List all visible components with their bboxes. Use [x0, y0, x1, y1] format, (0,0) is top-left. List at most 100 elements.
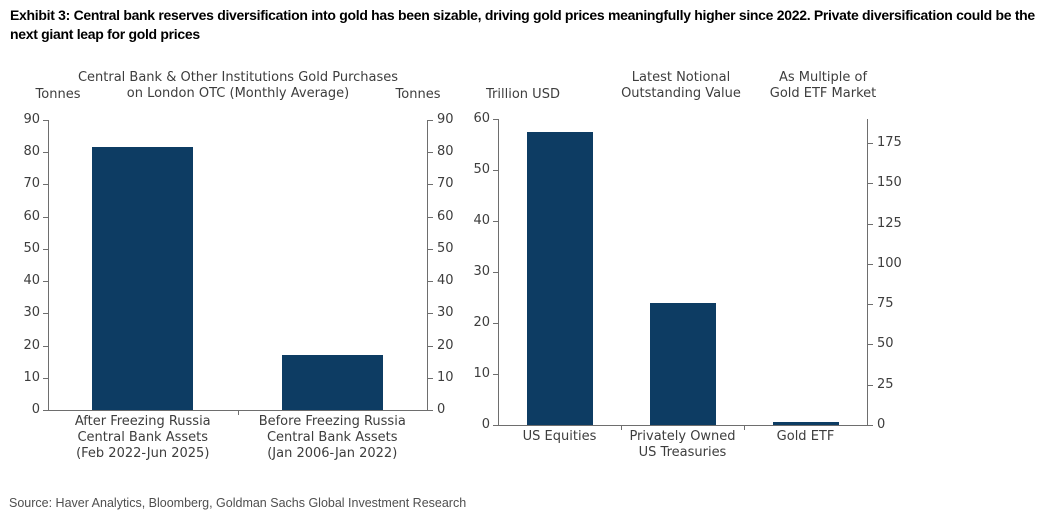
category-label: Before Freezing Russia Central Bank Asse…	[258, 414, 406, 461]
y-tick-label-left: 30	[23, 305, 40, 321]
y-tick-mark-right	[428, 345, 433, 347]
y-tick-mark-right	[868, 344, 873, 346]
y-tick-mark-right	[428, 120, 433, 121]
y-tick-label-left: 90	[23, 112, 40, 127]
y-tick-label-left: 0	[481, 417, 490, 432]
category-label: After Freezing Russia Central Bank Asset…	[74, 414, 211, 461]
y-tick-label-left: 70	[23, 176, 40, 192]
y-tick-label-right: 50	[437, 240, 454, 256]
y-tick-label-right: 90	[437, 112, 454, 127]
y-tick-mark-right	[868, 183, 873, 185]
y-tick-mark-right	[868, 143, 873, 145]
right-spine	[427, 120, 428, 411]
x-boundary-tick	[621, 426, 622, 430]
axis-unit-label-left: Trillion USD	[486, 87, 560, 102]
y-tick-label-left: 10	[473, 366, 490, 381]
axis-unit-label-left: Tonnes	[35, 87, 81, 102]
y-tick-label-left: 20	[23, 337, 40, 353]
left-spine	[48, 120, 49, 411]
y-tick-mark-right	[428, 248, 433, 250]
axis-unit-label-right: Tonnes	[395, 87, 441, 102]
y-tick-mark-left	[43, 152, 48, 154]
y-tick-mark-left	[493, 119, 498, 120]
y-tick-label-left: 50	[473, 162, 490, 177]
axis-unit-label-right: As Multiple of Gold ETF Market	[769, 70, 877, 101]
y-tick-label-left: 30	[473, 264, 490, 279]
y-tick-mark-left	[493, 221, 498, 222]
y-tick-label-left: 10	[23, 369, 40, 385]
y-tick-label-left: 60	[23, 208, 40, 224]
y-tick-mark-right	[428, 410, 433, 411]
y-tick-mark-left	[493, 323, 498, 324]
y-tick-label-left: 40	[473, 213, 490, 228]
y-tick-mark-left	[43, 410, 48, 411]
y-tick-mark-left	[43, 216, 48, 218]
y-tick-mark-right	[868, 304, 873, 306]
y-tick-label-right: 125	[877, 215, 902, 231]
y-tick-label-right: 50	[877, 336, 894, 352]
chart-title: Latest Notional Outstanding Value	[621, 70, 741, 101]
y-tick-label-right: 150	[877, 175, 902, 191]
y-tick-label-right: 60	[437, 208, 454, 224]
y-tick-label-left: 60	[473, 111, 490, 126]
y-tick-mark-right	[428, 281, 433, 283]
y-tick-label-left: 40	[23, 273, 40, 289]
y-tick-label-right: 30	[437, 305, 454, 321]
y-tick-mark-right	[868, 384, 873, 386]
source-note: Source: Haver Analytics, Bloomberg, Gold…	[9, 496, 467, 510]
y-tick-label-left: 50	[23, 240, 40, 256]
y-tick-label-right: 10	[437, 369, 454, 385]
y-tick-label-left: 20	[473, 315, 490, 330]
bar	[649, 302, 716, 425]
y-tick-mark-left	[493, 170, 498, 171]
y-tick-label-right: 25	[877, 376, 894, 392]
y-tick-mark-right	[428, 377, 433, 379]
y-tick-mark-left	[43, 120, 48, 121]
bar	[281, 355, 383, 410]
y-tick-mark-left	[43, 281, 48, 283]
y-tick-label-right: 175	[877, 135, 902, 151]
y-tick-mark-right	[868, 263, 873, 265]
y-tick-label-right: 0	[877, 417, 886, 432]
y-tick-mark-left	[493, 272, 498, 273]
x-boundary-tick	[237, 411, 239, 415]
x-boundary-tick	[744, 426, 745, 430]
x-axis-line	[48, 410, 428, 411]
y-tick-mark-right	[428, 216, 433, 218]
y-tick-label-left: 80	[23, 144, 40, 160]
exhibit-title: Exhibit 3: Central bank reserves diversi…	[10, 7, 1035, 42]
bar	[92, 147, 194, 410]
y-tick-mark-right	[428, 313, 433, 315]
right-spine	[867, 119, 868, 426]
x-axis-line	[498, 425, 868, 426]
bar	[526, 131, 593, 425]
y-tick-mark-left	[493, 425, 498, 426]
y-tick-label-right: 100	[877, 255, 902, 271]
category-label: US Equities	[522, 429, 597, 444]
y-tick-label-right: 20	[437, 337, 454, 353]
category-label: Gold ETF	[776, 429, 835, 444]
y-tick-mark-right	[428, 152, 433, 154]
y-tick-label-right: 75	[877, 296, 894, 312]
category-label: Privately Owned US Treasuries	[629, 429, 736, 460]
left-spine	[498, 119, 499, 426]
y-tick-mark-left	[43, 184, 48, 186]
y-tick-mark-left	[43, 377, 48, 379]
y-tick-label-right: 0	[437, 402, 446, 417]
y-tick-mark-left	[43, 248, 48, 250]
y-tick-mark-right	[428, 184, 433, 186]
y-tick-mark-left	[43, 345, 48, 347]
y-tick-label-right: 40	[437, 273, 454, 289]
y-tick-mark-right	[868, 425, 873, 426]
chart-title: Central Bank & Other Institutions Gold P…	[77, 70, 399, 101]
y-tick-mark-left	[493, 374, 498, 375]
y-tick-label-right: 80	[437, 144, 454, 160]
bar	[772, 422, 839, 425]
y-tick-label-left: 0	[31, 402, 40, 417]
y-tick-mark-left	[43, 313, 48, 315]
y-tick-label-right: 70	[437, 176, 454, 192]
y-tick-mark-right	[868, 223, 873, 225]
